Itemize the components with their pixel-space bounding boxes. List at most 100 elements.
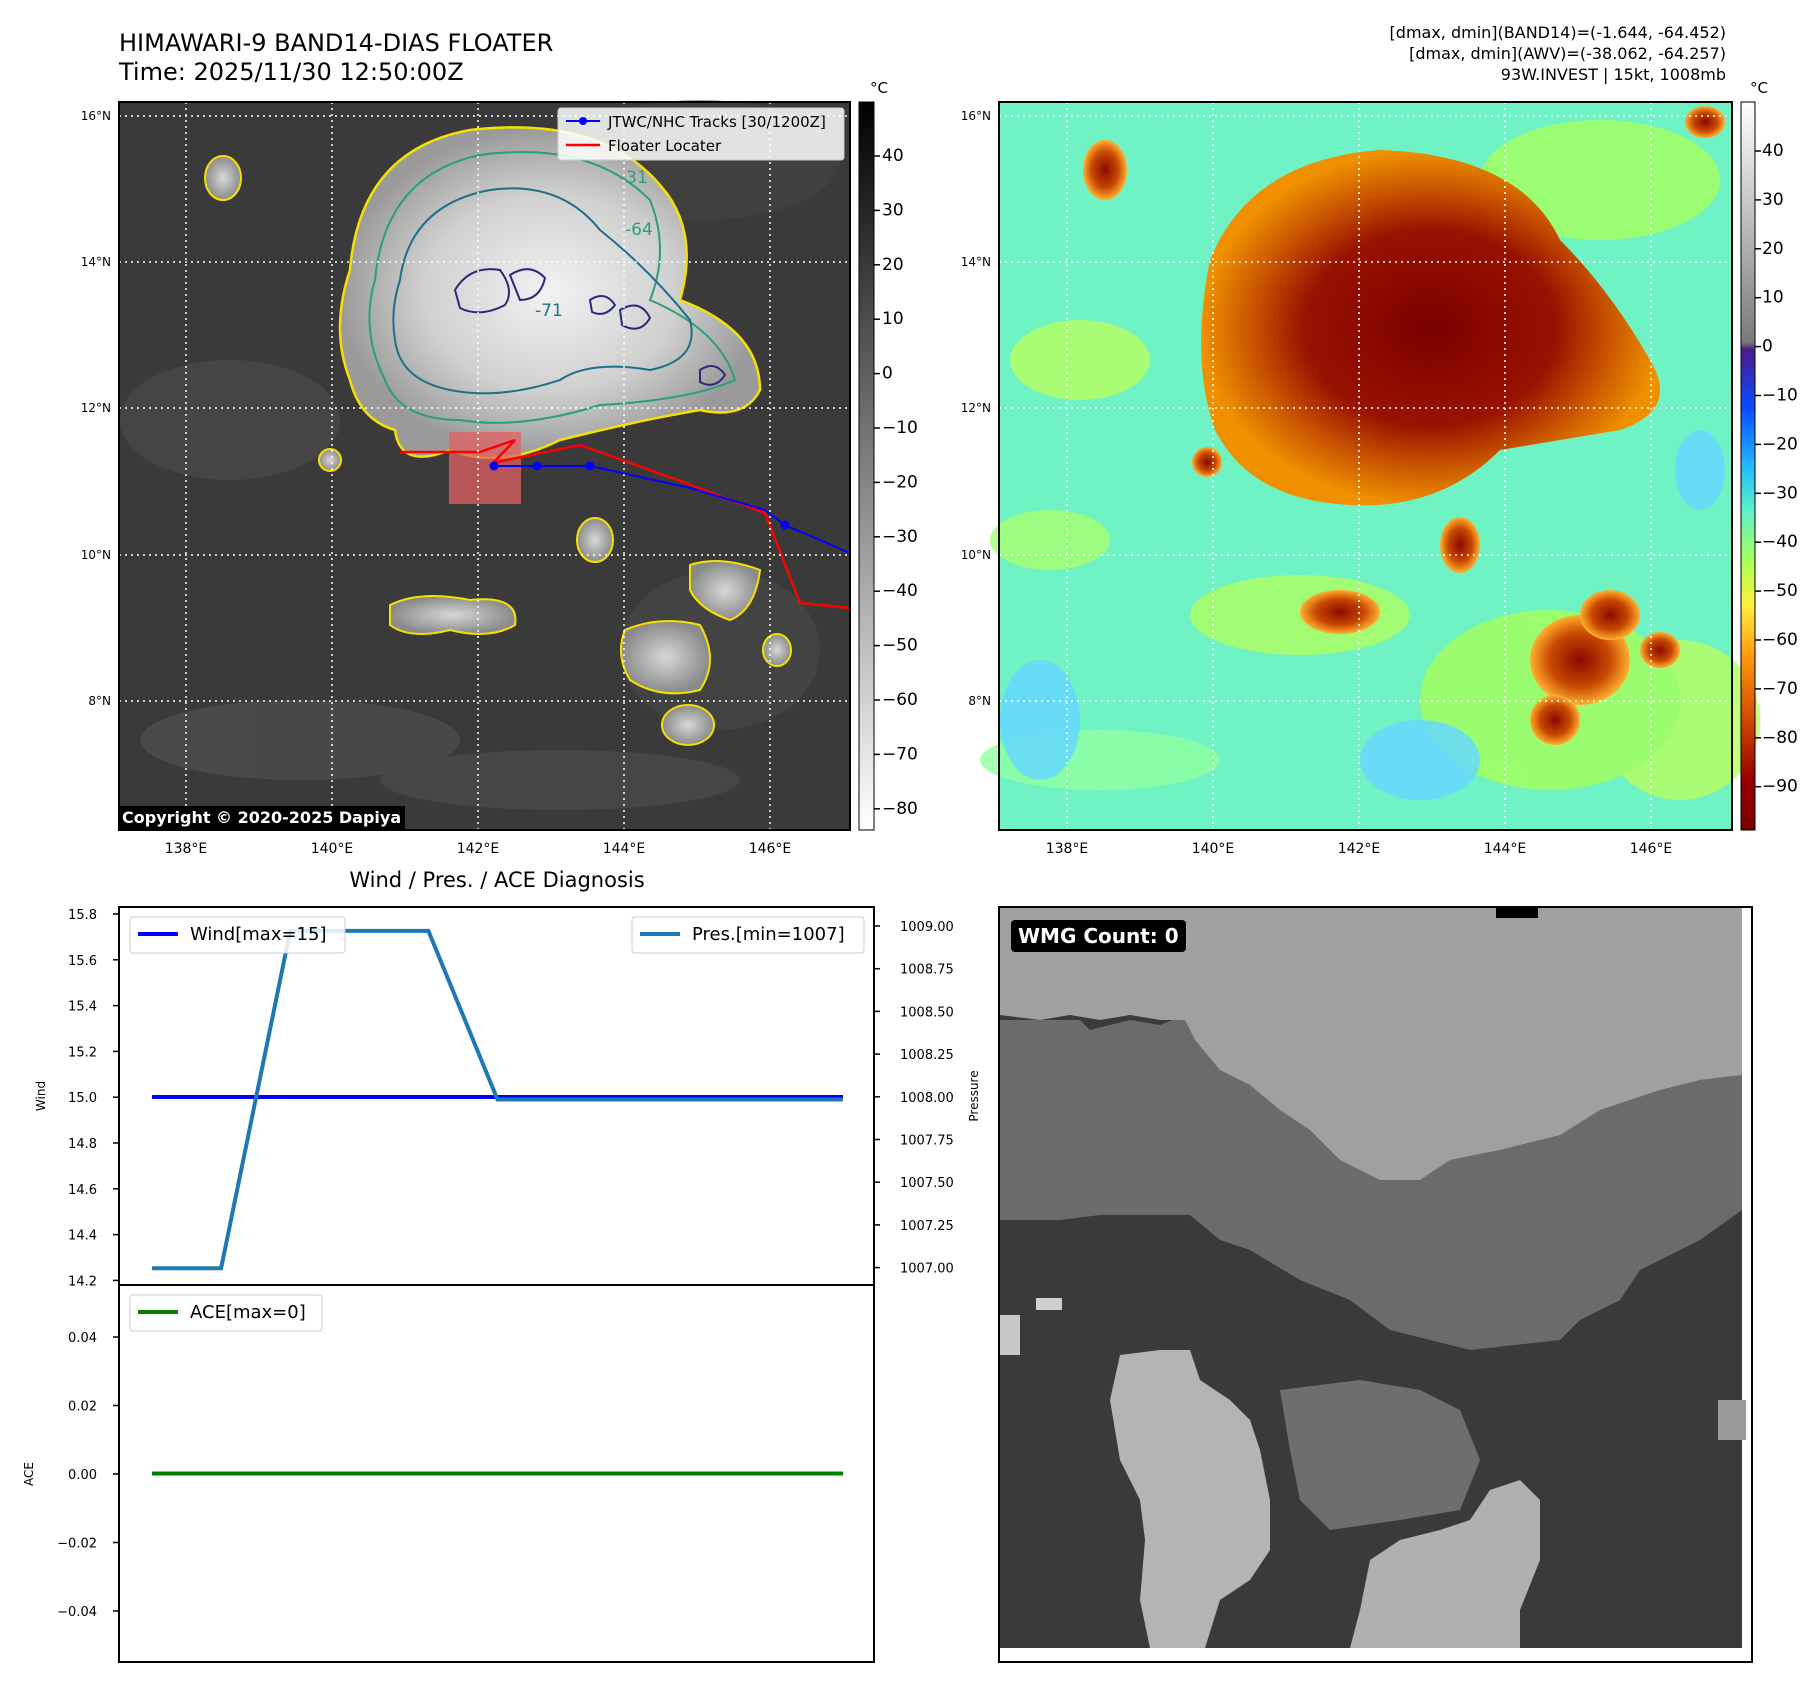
contour-label-64: -64 [625, 220, 653, 240]
right-colorbar-tick: −90 [1762, 777, 1798, 797]
contour-label-31: -31 [620, 168, 648, 188]
wind-tick: 14.8 [68, 1137, 97, 1152]
scattered-cells [204, 155, 792, 746]
pressure-tick: 1008.00 [900, 1091, 954, 1106]
info-storm: 93W.INVEST | 15kt, 1008mb [1501, 65, 1726, 84]
wmg-count-badge: WMG Count: 0 [1011, 920, 1186, 952]
left-colorbar-tick: −30 [882, 527, 918, 547]
lat-label: 10°N [81, 548, 111, 562]
lon-label: 138°E [1046, 841, 1089, 857]
wmg-bright-plume-1 [1110, 1350, 1270, 1648]
left-colorbar-tick: −70 [882, 744, 918, 764]
right-lon-labels: 138°E 140°E 142°E 144°E 146°E [1046, 841, 1673, 857]
map-legend: JTWC/NHC Tracks [30/1200Z] Floater Locat… [557, 107, 845, 161]
lon-label: 146°E [1630, 841, 1673, 857]
pressure-tick: 1008.25 [900, 1048, 954, 1063]
left-colorbar-tick: −80 [882, 799, 918, 819]
lat-label: 8°N [968, 694, 991, 708]
wind-tick: 15.8 [68, 908, 97, 923]
wmg-mid-patch [1280, 1380, 1480, 1530]
pressure-tick: 1007.00 [900, 1262, 954, 1277]
legend-jtwc: JTWC/NHC Tracks [30/1200Z] [607, 113, 826, 131]
map-grid [119, 102, 850, 830]
ace-tick: −0.02 [57, 1537, 97, 1552]
right-colorbar-unit: °C [1750, 79, 1768, 97]
left-colorbar-tick: −50 [882, 636, 918, 656]
figure-title: HIMAWARI-9 BAND14-DIAS FLOATER [119, 29, 553, 57]
wind-tick: 14.4 [68, 1229, 97, 1244]
ace-ylabel: ACE [22, 1462, 36, 1486]
lon-label: 142°E [457, 841, 500, 857]
right-colorbar-tick: −70 [1762, 679, 1798, 699]
wind-tick: 14.2 [68, 1274, 97, 1289]
pressure-tick: 1009.00 [900, 920, 954, 935]
copyright-badge: Copyright © 2020-2025 Dapiya [118, 806, 406, 829]
ace-tick: 0.04 [68, 1331, 97, 1346]
wind-tick: 15.6 [68, 954, 97, 969]
lat-label: 8°N [88, 694, 111, 708]
info-awv: [dmax, dmin](AWV)=(-38.062, -64.257) [1409, 44, 1726, 63]
wmg-edge-patch [1000, 1315, 1020, 1355]
wind-tick: 15.2 [68, 1045, 97, 1060]
left-colorbar-tick: −40 [882, 581, 918, 601]
right-colorbar-tick: −60 [1762, 630, 1798, 650]
wind-ylabel: Wind [34, 1081, 48, 1111]
right-colorbar-tick: 10 [1762, 288, 1784, 308]
legend-pressure: Pres.[min=1007] [692, 924, 845, 945]
wind-tick: 15.4 [68, 1000, 97, 1015]
lon-label: 138°E [165, 841, 208, 857]
floater-locater-track [400, 438, 851, 610]
pressure-legend: Pres.[min=1007] [631, 916, 865, 954]
left-colorbar-tick: −20 [882, 472, 918, 492]
right-colorbar-tick: 20 [1762, 239, 1784, 259]
legend-wind: Wind[max=15] [190, 924, 327, 945]
left-colorbar-tick: 40 [882, 146, 904, 166]
right-colorbar-tick: −30 [1762, 483, 1798, 503]
awv-dry-pockets [1000, 430, 1725, 800]
ace-legend: ACE[max=0] [129, 1294, 323, 1332]
lat-label: 14°N [961, 255, 991, 269]
lon-label: 144°E [603, 841, 646, 857]
left-colorbar-tick: −60 [882, 690, 918, 710]
band14-map: -31 -64 -71 JTWC/NHC Tracks [30/1200Z] F… [81, 100, 851, 857]
pressure-tick: 1007.75 [900, 1134, 954, 1149]
wind-pres-panel: 15.8 15.6 15.4 15.2 15.0 14.8 14.6 14.4 14.2 100… [34, 906, 981, 1289]
awv-moist-core [1201, 150, 1660, 506]
wind-tick: 14.6 [68, 1183, 97, 1198]
ace-panel: 0.04 0.02 0.00 −0.02 −0.04 ACE ACE[max=0] [22, 1284, 875, 1663]
ace-tick: 0.00 [68, 1468, 97, 1483]
right-colorbar: °C 40 30 20 10 0 −10 −20 −30 −40 −50 −60 −70 −80 −90 [1740, 79, 1798, 831]
ace-tick: −0.04 [57, 1605, 97, 1620]
awv-grid [999, 102, 1732, 830]
left-colorbar-tick: 0 [882, 364, 893, 384]
pressure-series-line [152, 928, 843, 1271]
pressure-ylabel: Pressure [967, 1070, 981, 1121]
wmg-top-layer [1000, 908, 1742, 1180]
lat-label: 14°N [81, 255, 111, 269]
lon-label: 140°E [311, 841, 354, 857]
right-colorbar-tick: −40 [1762, 532, 1798, 552]
contour-label-71: -71 [535, 301, 563, 321]
lon-label: 140°E [1192, 841, 1235, 857]
pressure-tick: 1008.50 [900, 1005, 954, 1020]
wind-legend: Wind[max=15] [129, 916, 346, 954]
awv-cells [1083, 106, 1725, 745]
diagnosis-title: Wind / Pres. / ACE Diagnosis [349, 868, 644, 892]
legend-floater: Floater Locater [608, 137, 722, 155]
lat-label: 12°N [961, 401, 991, 415]
left-colorbar-tick: 30 [882, 200, 904, 220]
wmg-right-patch [1718, 1400, 1746, 1440]
info-band14: [dmax, dmin](BAND14)=(-1.644, -64.452) [1390, 23, 1726, 42]
lat-label: 12°N [81, 401, 111, 415]
ace-tick: 0.02 [68, 1400, 97, 1415]
pressure-tick: 1008.75 [900, 963, 954, 978]
floater-box [449, 432, 521, 504]
wmg-small-patch [1036, 1298, 1062, 1310]
lat-label: 10°N [961, 548, 991, 562]
convection-mass [338, 126, 762, 460]
left-colorbar-tick: 10 [882, 309, 904, 329]
lon-label: 142°E [1338, 841, 1381, 857]
left-colorbar: °C 40 30 20 10 0 −10 −20 −30 −40 −50 −60 −70 −80 [858, 79, 918, 831]
legend-ace: ACE[max=0] [190, 1302, 306, 1323]
